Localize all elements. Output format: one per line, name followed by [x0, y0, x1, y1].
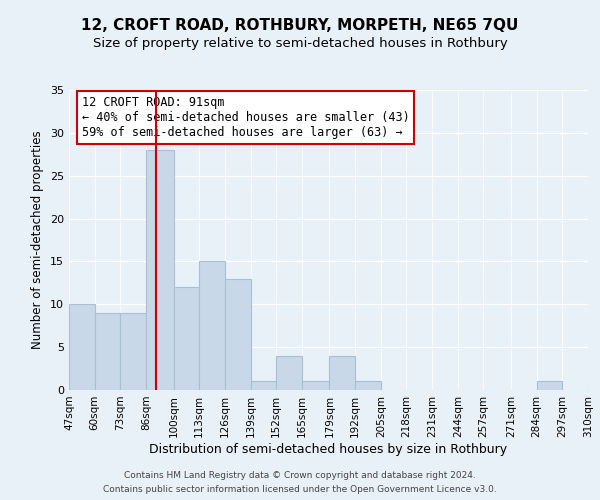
Bar: [329, 356, 355, 390]
Text: Contains HM Land Registry data © Crown copyright and database right 2024.: Contains HM Land Registry data © Crown c…: [124, 472, 476, 480]
Text: 12 CROFT ROAD: 91sqm
← 40% of semi-detached houses are smaller (43)
59% of semi-: 12 CROFT ROAD: 91sqm ← 40% of semi-detac…: [82, 96, 410, 139]
Bar: [302, 382, 329, 390]
Bar: [355, 382, 381, 390]
Text: 12, CROFT ROAD, ROTHBURY, MORPETH, NE65 7QU: 12, CROFT ROAD, ROTHBURY, MORPETH, NE65 …: [82, 18, 518, 32]
Bar: [225, 278, 251, 390]
Bar: [536, 382, 562, 390]
Bar: [588, 382, 600, 390]
Text: Size of property relative to semi-detached houses in Rothbury: Size of property relative to semi-detach…: [92, 38, 508, 51]
Bar: [173, 287, 199, 390]
Bar: [199, 262, 225, 390]
Bar: [276, 356, 302, 390]
Text: Contains public sector information licensed under the Open Government Licence v3: Contains public sector information licen…: [103, 484, 497, 494]
Bar: [146, 150, 173, 390]
Bar: [251, 382, 276, 390]
Y-axis label: Number of semi-detached properties: Number of semi-detached properties: [31, 130, 44, 350]
Bar: [121, 313, 146, 390]
Bar: [69, 304, 95, 390]
X-axis label: Distribution of semi-detached houses by size in Rothbury: Distribution of semi-detached houses by …: [149, 442, 508, 456]
Bar: [95, 313, 121, 390]
